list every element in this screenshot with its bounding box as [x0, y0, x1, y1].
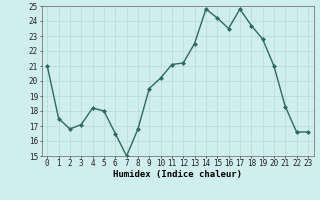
- X-axis label: Humidex (Indice chaleur): Humidex (Indice chaleur): [113, 170, 242, 179]
